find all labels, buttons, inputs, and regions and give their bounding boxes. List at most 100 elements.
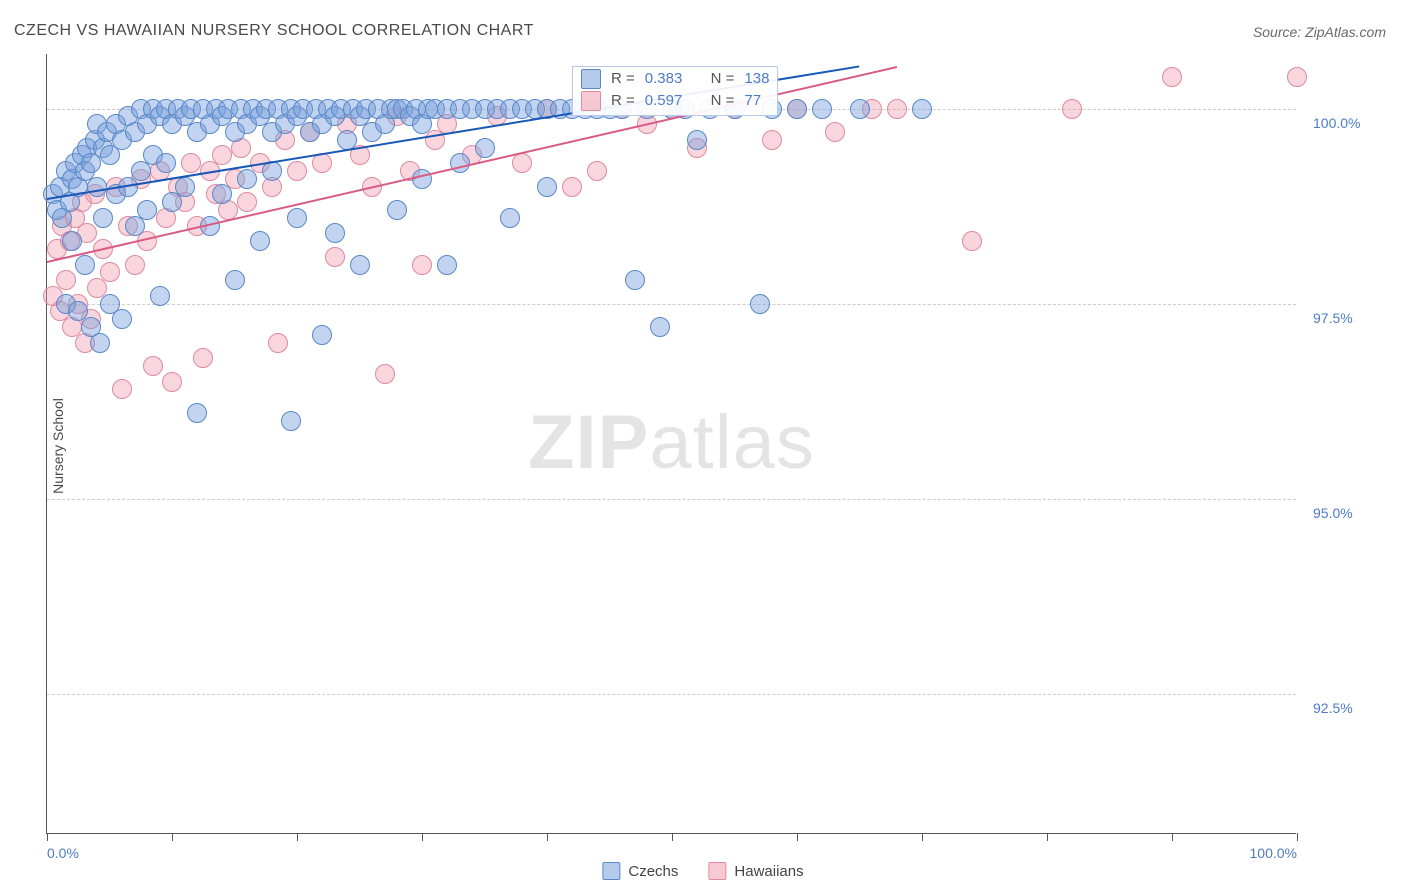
scatter-point-hawaiians xyxy=(181,153,201,173)
watermark: ZIPatlas xyxy=(528,398,815,485)
scatter-point-czechs xyxy=(387,200,407,220)
scatter-point-czechs xyxy=(537,177,557,197)
scatter-point-czechs xyxy=(912,99,932,119)
x-tick xyxy=(297,833,298,841)
scatter-point-hawaiians xyxy=(412,255,432,275)
scatter-point-czechs xyxy=(62,231,82,251)
n-value: 77 xyxy=(744,92,761,109)
y-tick-label: 100.0% xyxy=(1313,115,1360,131)
scatter-point-czechs xyxy=(437,255,457,275)
scatter-point-hawaiians xyxy=(375,364,395,384)
r-value: 0.597 xyxy=(645,92,683,109)
scatter-point-hawaiians xyxy=(268,333,288,353)
scatter-point-czechs xyxy=(787,99,807,119)
x-tick xyxy=(172,833,173,841)
legend-item-hawaiians: Hawaiians xyxy=(708,862,803,880)
gridline xyxy=(47,499,1296,500)
n-label: N = xyxy=(711,92,735,109)
correlation-legend-row: R = 0.383 N = 138 xyxy=(581,69,769,89)
scatter-point-hawaiians xyxy=(112,379,132,399)
scatter-point-czechs xyxy=(175,177,195,197)
scatter-point-hawaiians xyxy=(56,270,76,290)
scatter-point-czechs xyxy=(150,286,170,306)
x-tick xyxy=(1297,833,1298,841)
scatter-point-czechs xyxy=(287,208,307,228)
scatter-point-czechs xyxy=(137,200,157,220)
gridline xyxy=(47,304,1296,305)
legend-item-czechs: Czechs xyxy=(602,862,678,880)
r-value: 0.383 xyxy=(645,70,683,87)
scatter-point-czechs xyxy=(650,317,670,337)
scatter-point-hawaiians xyxy=(143,356,163,376)
x-tick xyxy=(47,833,48,841)
x-tick xyxy=(1172,833,1173,841)
scatter-point-czechs xyxy=(90,333,110,353)
scatter-point-czechs xyxy=(450,153,470,173)
scatter-point-czechs xyxy=(412,169,432,189)
x-tick-label: 0.0% xyxy=(47,845,79,861)
scatter-point-hawaiians xyxy=(587,161,607,181)
x-tick xyxy=(547,833,548,841)
legend-label-hawaiians: Hawaiians xyxy=(734,863,803,880)
chart-title: CZECH VS HAWAIIAN NURSERY SCHOOL CORRELA… xyxy=(14,22,534,40)
x-tick-label: 100.0% xyxy=(1250,845,1297,861)
scatter-point-czechs xyxy=(812,99,832,119)
legend-swatch-czechs xyxy=(602,862,620,880)
r-label: R = xyxy=(611,70,635,87)
legend-swatch-hawaiians xyxy=(708,862,726,880)
scatter-point-czechs xyxy=(93,208,113,228)
scatter-point-hawaiians xyxy=(325,247,345,267)
scatter-point-czechs xyxy=(75,255,95,275)
scatter-point-czechs xyxy=(281,411,301,431)
gridline xyxy=(47,694,1296,695)
scatter-point-hawaiians xyxy=(125,255,145,275)
scatter-point-czechs xyxy=(325,223,345,243)
x-tick xyxy=(797,833,798,841)
chart-container: CZECH VS HAWAIIAN NURSERY SCHOOL CORRELA… xyxy=(0,0,1406,892)
scatter-point-hawaiians xyxy=(100,262,120,282)
legend-label-czechs: Czechs xyxy=(628,863,678,880)
source-attribution: Source: ZipAtlas.com xyxy=(1253,24,1386,40)
scatter-point-hawaiians xyxy=(162,372,182,392)
n-label: N = xyxy=(711,70,735,87)
scatter-point-hawaiians xyxy=(1162,67,1182,87)
y-tick-label: 95.0% xyxy=(1313,505,1353,521)
correlation-swatch xyxy=(581,69,601,89)
scatter-point-czechs xyxy=(500,208,520,228)
correlation-legend: R = 0.383 N = 138 R = 0.597 N = 77 xyxy=(572,66,778,116)
n-value: 138 xyxy=(744,70,769,87)
scatter-point-hawaiians xyxy=(887,99,907,119)
watermark-bold: ZIP xyxy=(528,399,649,484)
scatter-point-czechs xyxy=(87,177,107,197)
x-tick xyxy=(422,833,423,841)
scatter-point-czechs xyxy=(225,270,245,290)
scatter-point-czechs xyxy=(187,403,207,423)
scatter-point-czechs xyxy=(312,325,332,345)
scatter-point-czechs xyxy=(237,169,257,189)
scatter-point-hawaiians xyxy=(212,145,232,165)
scatter-point-hawaiians xyxy=(1062,99,1082,119)
scatter-point-czechs xyxy=(112,309,132,329)
scatter-point-czechs xyxy=(250,231,270,251)
x-tick xyxy=(922,833,923,841)
scatter-point-czechs xyxy=(350,255,370,275)
scatter-point-czechs xyxy=(625,270,645,290)
watermark-light: atlas xyxy=(649,399,815,484)
scatter-point-hawaiians xyxy=(512,153,532,173)
scatter-point-czechs xyxy=(687,130,707,150)
correlation-swatch xyxy=(581,91,601,111)
plot-area: ZIPatlas 92.5%95.0%97.5%100.0%0.0%100.0%… xyxy=(46,54,1296,834)
scatter-point-hawaiians xyxy=(287,161,307,181)
r-label: R = xyxy=(611,92,635,109)
scatter-point-czechs xyxy=(850,99,870,119)
scatter-point-hawaiians xyxy=(193,348,213,368)
scatter-point-hawaiians xyxy=(562,177,582,197)
scatter-point-czechs xyxy=(156,153,176,173)
y-tick-label: 97.5% xyxy=(1313,310,1353,326)
scatter-point-hawaiians xyxy=(1287,67,1307,87)
correlation-legend-row: R = 0.597 N = 77 xyxy=(581,91,769,111)
scatter-point-hawaiians xyxy=(825,122,845,142)
scatter-point-hawaiians xyxy=(762,130,782,150)
scatter-point-czechs xyxy=(475,138,495,158)
x-tick xyxy=(1047,833,1048,841)
